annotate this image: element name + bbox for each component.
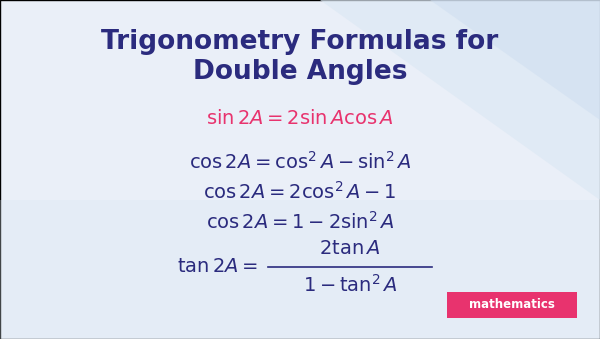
Text: $\tan 2A = $: $\tan 2A = $ [177,258,258,277]
FancyBboxPatch shape [447,292,577,318]
Text: $\cos 2A = 1 - 2\sin^2 A$: $\cos 2A = 1 - 2\sin^2 A$ [206,211,394,233]
Text: Double Angles: Double Angles [193,59,407,85]
Text: $\cos 2A = 2\cos^2 A - 1$: $\cos 2A = 2\cos^2 A - 1$ [203,181,397,203]
Polygon shape [320,0,600,200]
Text: $\cos 2A = \cos^2 A - \sin^2 A$: $\cos 2A = \cos^2 A - \sin^2 A$ [188,151,412,173]
Text: Trigonometry Formulas for: Trigonometry Formulas for [101,29,499,55]
Text: $\sin 2A = 2\sin A\cos A$: $\sin 2A = 2\sin A\cos A$ [206,108,394,127]
Text: mathematics: mathematics [469,299,555,312]
Polygon shape [430,0,600,120]
Text: $2\tan A$: $2\tan A$ [319,239,381,259]
Polygon shape [0,200,600,339]
Text: $1 - \tan^2 A$: $1 - \tan^2 A$ [302,274,397,296]
